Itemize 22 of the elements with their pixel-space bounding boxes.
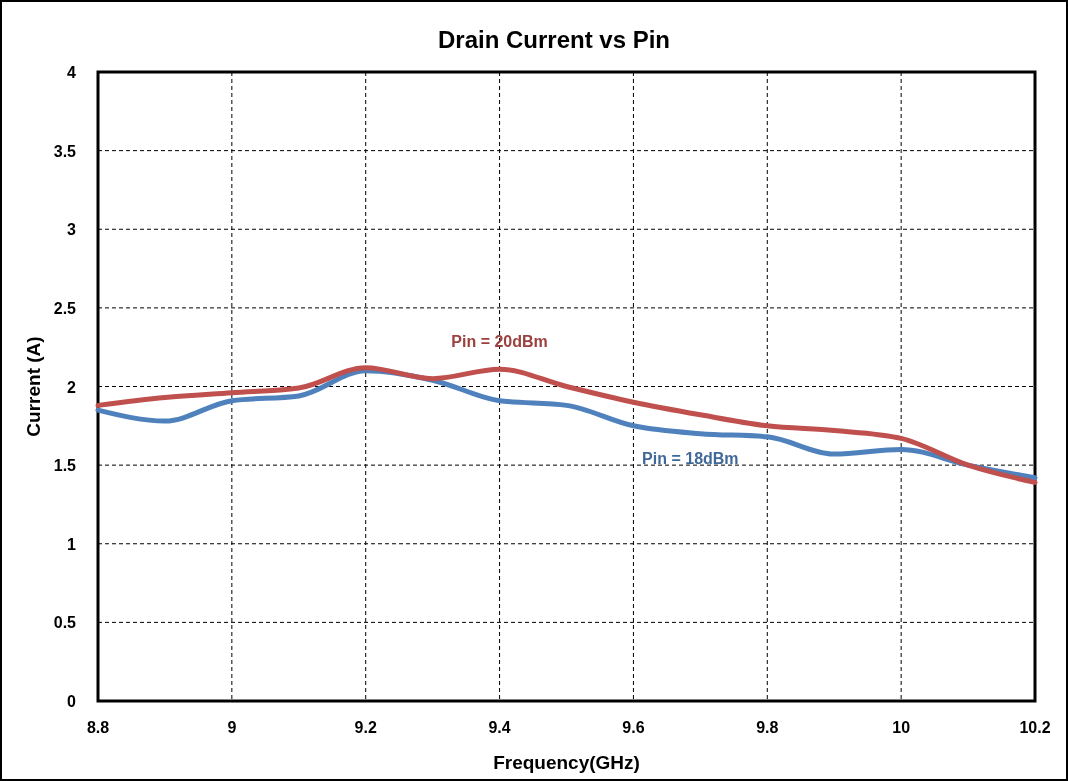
y-axis-title: Current (A)	[23, 336, 44, 437]
x-tick-label: 10	[892, 719, 911, 736]
x-tick-label: 9	[227, 719, 237, 736]
x-tick-label: 9.6	[622, 719, 645, 736]
series-label: Pin = 18dBm	[642, 449, 739, 467]
y-tick-label: 3	[67, 221, 77, 239]
chart-title: Drain Current vs Pin	[437, 26, 671, 53]
y-tick-label: 3.5	[53, 142, 77, 160]
series-label: Pin = 20dBm	[451, 333, 548, 351]
y-tick-label: 0.5	[53, 614, 77, 632]
y-tick-label: 4	[67, 64, 77, 81]
y-tick-label: 1	[67, 535, 77, 553]
y-tick-label: 2	[67, 378, 77, 396]
x-tick-label: 9.4	[488, 719, 511, 736]
x-tick-label: 9.8	[756, 719, 779, 736]
x-axis-title: Frequency(GHz)	[493, 752, 640, 773]
y-tick-label: 2.5	[53, 299, 77, 317]
x-tick-label: 8.8	[86, 719, 110, 736]
x-tick-label: 9.2	[354, 719, 377, 736]
y-tick-label: 1.5	[53, 457, 77, 475]
y-tick-label: 0	[67, 693, 77, 710]
x-tick-label: 10.2	[1019, 719, 1051, 736]
